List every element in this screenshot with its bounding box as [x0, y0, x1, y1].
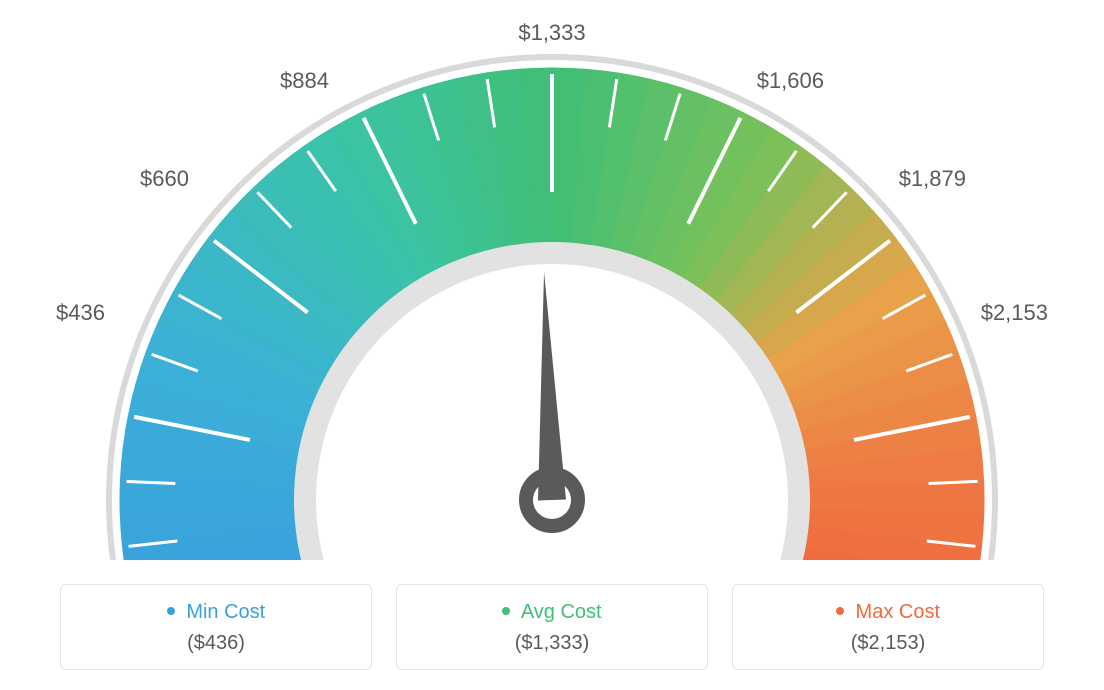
legend-max-title: Max Cost — [733, 601, 1043, 624]
legend-max-dot-icon — [836, 607, 844, 615]
legend-avg-label: Avg Cost — [521, 601, 602, 623]
legend-max-label: Max Cost — [856, 601, 940, 623]
gauge-tick-label: $660 — [140, 166, 189, 192]
gauge-chart — [0, 0, 1104, 560]
legend-min-label: Min Cost — [186, 601, 265, 623]
legend-card-max: Max Cost ($2,153) — [732, 584, 1044, 670]
legend-max-value: ($2,153) — [733, 632, 1043, 655]
gauge-tick-label: $1,879 — [899, 166, 966, 192]
gauge-tick-label: $884 — [280, 68, 329, 94]
legend-avg-title: Avg Cost — [397, 601, 707, 624]
legend-card-avg: Avg Cost ($1,333) — [396, 584, 708, 670]
legend-avg-dot-icon — [502, 607, 510, 615]
legend-min-dot-icon — [167, 607, 175, 615]
gauge-tick-label: $2,153 — [981, 300, 1048, 326]
legend-avg-value: ($1,333) — [397, 632, 707, 655]
legend-card-min: Min Cost ($436) — [60, 584, 372, 670]
legend-min-value: ($436) — [61, 632, 371, 655]
legend-min-title: Min Cost — [61, 601, 371, 624]
gauge-tick-label: $1,333 — [518, 20, 585, 46]
gauge-tick-label: $1,606 — [757, 68, 824, 94]
gauge-tick-label: $436 — [56, 300, 105, 326]
legend-row: Min Cost ($436) Avg Cost ($1,333) Max Co… — [0, 584, 1104, 670]
